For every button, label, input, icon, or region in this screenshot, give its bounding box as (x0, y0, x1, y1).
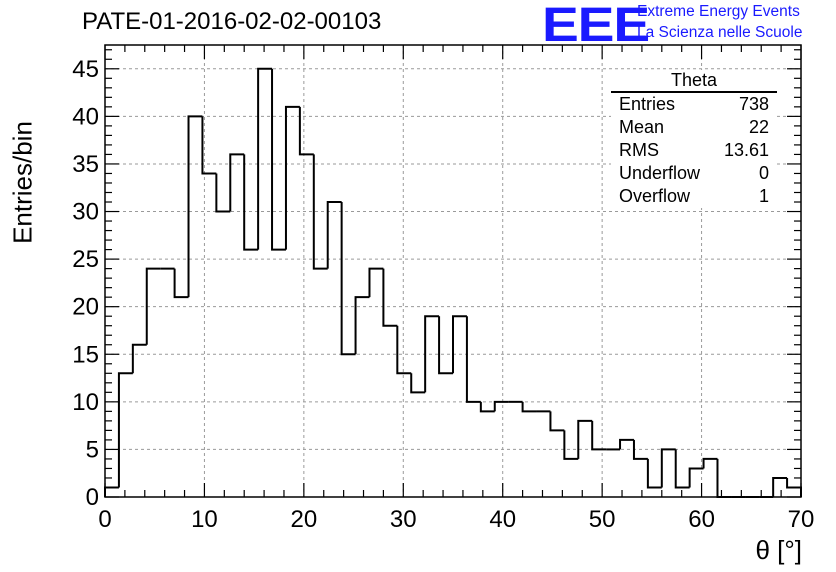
stats-label: Mean (619, 117, 665, 137)
y-tick-label: 20 (72, 294, 99, 321)
histogram-bin (438, 316, 453, 375)
stats-value: 13.61 (723, 140, 769, 160)
histogram-bin (173, 268, 189, 299)
histogram-bin (284, 105, 300, 250)
histogram-bin (271, 68, 286, 251)
x-tick-label: 20 (291, 506, 318, 533)
x-tick-label: 60 (688, 506, 715, 533)
histogram-bin (702, 457, 718, 469)
stats-value: 22 (748, 117, 769, 137)
histogram-bin (187, 115, 203, 298)
stats-value: 738 (738, 94, 769, 114)
stats-row-entries: Entries 738 (611, 93, 777, 116)
histogram-bin (577, 419, 593, 459)
x-tick-label: 40 (489, 506, 516, 533)
histogram-bin (424, 315, 440, 393)
stats-label: Overflow (619, 186, 691, 206)
histogram-bin (257, 67, 273, 250)
histogram-bin (521, 401, 537, 413)
x-tick-label: 30 (390, 506, 417, 533)
y-tick-label: 45 (72, 56, 99, 83)
histogram-bin (660, 448, 676, 488)
histogram-bin (131, 343, 147, 374)
histogram-bin (326, 201, 342, 269)
histogram-bin (465, 316, 481, 403)
y-tick-label: 10 (72, 389, 99, 416)
histogram-bin (201, 116, 217, 175)
stats-box: Theta Entries 738 Mean 22 RMS 13.61 Unde… (611, 70, 777, 208)
histogram-bin (563, 430, 579, 460)
histogram-bin (215, 173, 231, 213)
histogram-bin (772, 476, 788, 497)
histogram-bin (452, 315, 467, 374)
histogram-bin (646, 458, 662, 489)
histogram-bin (674, 449, 690, 489)
y-axis-label: Entries/bin (7, 121, 38, 244)
histogram-bin (591, 420, 607, 451)
histogram-bin (382, 268, 398, 327)
histogram-bin (632, 439, 648, 460)
stats-row-overflow: Overflow 1 (611, 185, 777, 208)
axes (104, 44, 802, 498)
histogram-bin (619, 438, 634, 450)
histogram-bin (688, 467, 704, 488)
stats-label: Entries (619, 94, 676, 114)
histogram-bin (410, 373, 426, 394)
histogram-bin (298, 106, 314, 156)
stats-label: Underflow (619, 163, 701, 183)
histogram-bin (243, 154, 259, 251)
x-tick-label: 70 (788, 506, 815, 533)
chart-title: PATE-01-2016-02-02-00103 (82, 8, 382, 35)
x-tick-label: 50 (589, 506, 616, 533)
histogram-bin (117, 372, 133, 488)
x-tick-label: 0 (98, 506, 111, 533)
grid-lines (105, 45, 801, 497)
histogram-bin (493, 400, 509, 412)
logo-line-2: La Scienza nelle Scuole (637, 24, 803, 41)
histogram-bin (479, 401, 495, 413)
eee-logo: EEE (542, 0, 650, 52)
logo-line-1: Extreme Energy Events (637, 3, 800, 20)
histogram-bin (368, 267, 384, 298)
stats-value: 1 (758, 186, 769, 206)
y-tick-label: 15 (72, 341, 99, 368)
y-tick-label: 25 (72, 246, 99, 273)
y-tick-label: 40 (72, 103, 99, 130)
plot-frame (104, 44, 802, 498)
histogram-bin (312, 154, 328, 270)
histogram-bin (716, 458, 732, 498)
stats-title: Theta (611, 70, 777, 93)
histogram-bin (104, 486, 119, 497)
y-tick-label: 30 (72, 199, 99, 226)
histogram-bin (340, 202, 356, 356)
stats-row-underflow: Underflow 0 (611, 162, 777, 185)
stats-row-mean: Mean 22 (611, 116, 777, 139)
y-tick-label: 5 (86, 436, 99, 463)
stats-label: RMS (619, 140, 659, 160)
histogram-bin (145, 267, 161, 345)
y-tick-label: 0 (86, 484, 99, 511)
histogram-bin (549, 411, 565, 432)
x-axis-label: θ [°] (755, 535, 802, 565)
histogram-bin (396, 325, 412, 375)
histogram-series (104, 67, 802, 498)
y-tick-label: 35 (72, 151, 99, 178)
histogram-bin (229, 153, 245, 212)
stats-value: 0 (758, 163, 769, 183)
histogram-bin (354, 296, 370, 355)
stats-row-rms: RMS 13.61 (611, 139, 777, 162)
x-tick-label: 10 (191, 506, 218, 533)
